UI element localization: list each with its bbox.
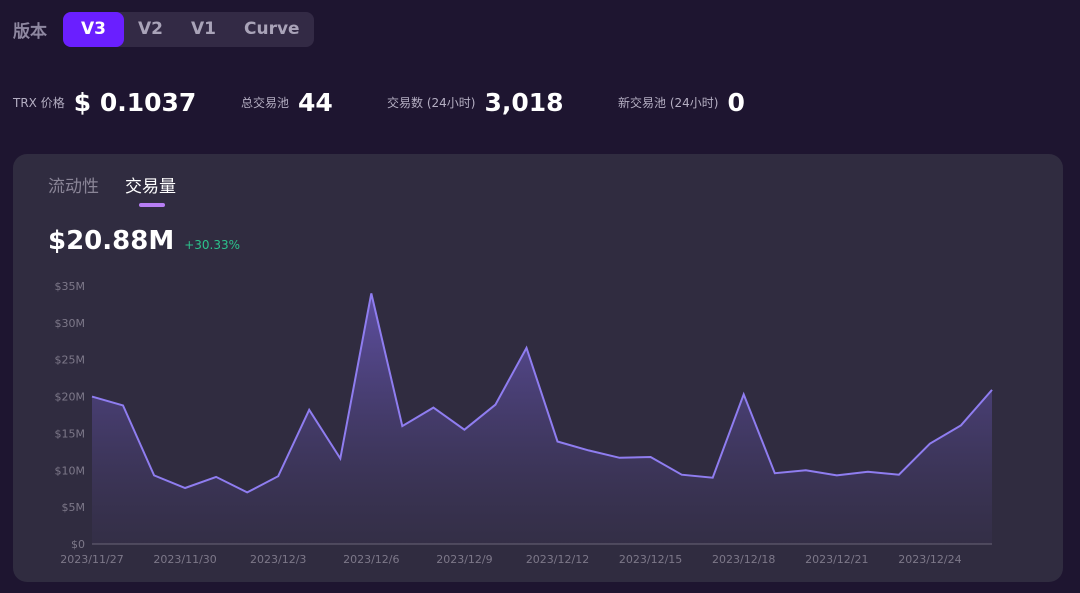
x-tick-label: 2023/12/6 bbox=[343, 553, 399, 566]
stat-label: 交易数 (24小时) bbox=[387, 95, 476, 110]
stat-value: $ 0.1037 bbox=[73, 87, 197, 117]
tab-v1[interactable]: V1 bbox=[191, 19, 216, 39]
data-point-2023/12/2[interactable] bbox=[244, 489, 250, 495]
stat-value: 0 bbox=[727, 87, 745, 117]
version-tabs: V3 V2 V1 Curve bbox=[63, 12, 314, 47]
data-point-2023/12/26[interactable] bbox=[989, 387, 995, 393]
tab-volume[interactable]: 交易量 bbox=[125, 172, 176, 207]
y-tick-label: $5M bbox=[62, 501, 86, 514]
headline-value: $20.88M bbox=[48, 226, 175, 256]
data-point-2023/11/28[interactable] bbox=[120, 402, 126, 408]
version-label: 版本 bbox=[13, 22, 47, 42]
data-point-2023/12/12[interactable] bbox=[555, 439, 561, 445]
data-point-2023/12/13[interactable] bbox=[586, 447, 592, 453]
stat-value: 44 bbox=[298, 87, 333, 117]
chart-card: 流动性 交易量 $20.88M +30.33% $0 $5M $10M $15M $20… bbox=[13, 154, 1063, 582]
y-tick-label: $0 bbox=[71, 538, 85, 551]
stat-trx-price: TRX 价格 $ 0.1037 bbox=[13, 84, 196, 120]
data-point-2023/11/29[interactable] bbox=[151, 472, 157, 478]
data-point-2023/12/22[interactable] bbox=[865, 469, 871, 475]
y-tick-label: $10M bbox=[55, 464, 86, 477]
x-tick-label: 2023/12/9 bbox=[436, 553, 492, 566]
volume-chart: $0 $5M $10M $15M $20M $25M $30M $35M 2023/11/27… bbox=[55, 280, 995, 566]
data-point-2023/12/20[interactable] bbox=[803, 467, 809, 473]
data-point-2023/12/3[interactable] bbox=[275, 473, 281, 479]
data-point-2023/12/7[interactable] bbox=[399, 423, 405, 429]
data-point-2023/12/23[interactable] bbox=[896, 472, 902, 478]
data-point-2023/12/16[interactable] bbox=[679, 472, 685, 478]
x-tick-label: 2023/12/3 bbox=[250, 553, 306, 566]
stat-transactions-24h: 交易数 (24小时) 3,018 bbox=[387, 84, 564, 120]
series-line bbox=[91, 293, 993, 494]
tab-curve[interactable]: Curve bbox=[244, 19, 300, 39]
series-area bbox=[92, 293, 992, 544]
y-tick-label: $20M bbox=[55, 391, 86, 404]
x-tick-label: 2023/11/27 bbox=[60, 553, 123, 566]
data-point-2023/12/5[interactable] bbox=[337, 455, 343, 461]
data-point-2023/12/9[interactable] bbox=[461, 427, 467, 433]
stat-total-pools: 总交易池 44 bbox=[241, 84, 333, 120]
tab-liquidity-label: 流动性 bbox=[48, 177, 99, 197]
version-selector: 版本 V3 V2 V1 Curve bbox=[13, 12, 314, 47]
data-point-2023/12/14[interactable] bbox=[617, 455, 623, 461]
data-point-2023/12/24[interactable] bbox=[927, 441, 933, 447]
data-point-2023/12/1[interactable] bbox=[213, 474, 219, 480]
stat-value: 3,018 bbox=[484, 87, 564, 117]
data-point-2023/12/11[interactable] bbox=[523, 345, 529, 351]
data-point-2023/12/10[interactable] bbox=[492, 402, 498, 408]
data-point-2023/11/30[interactable] bbox=[182, 485, 188, 491]
metric-tabs: 流动性 交易量 bbox=[48, 172, 202, 207]
tab-volume-label: 交易量 bbox=[125, 177, 176, 197]
y-tick-label: $30M bbox=[55, 317, 86, 330]
data-point-2023/12/25[interactable] bbox=[958, 422, 964, 428]
stat-label: 新交易池 (24小时) bbox=[618, 95, 719, 110]
data-point-2023/12/6[interactable] bbox=[368, 290, 374, 296]
x-tick-label: 2023/12/15 bbox=[619, 553, 682, 566]
y-tick-label: $25M bbox=[55, 354, 86, 367]
data-point-2023/12/21[interactable] bbox=[834, 472, 840, 478]
stat-new-pools-24h: 新交易池 (24小时) 0 bbox=[618, 84, 745, 120]
headline: $20.88M +30.33% bbox=[48, 226, 240, 256]
data-point-2023/12/4[interactable] bbox=[306, 407, 312, 413]
y-tick-label: $35M bbox=[55, 280, 86, 293]
data-point-2023/12/17[interactable] bbox=[710, 475, 716, 481]
active-tab-indicator bbox=[139, 203, 165, 207]
x-tick-label: 2023/12/12 bbox=[526, 553, 589, 566]
x-tick-label: 2023/11/30 bbox=[153, 553, 216, 566]
x-tick-label: 2023/12/21 bbox=[805, 553, 868, 566]
x-tick-label: 2023/12/18 bbox=[712, 553, 775, 566]
data-point-2023/12/15[interactable] bbox=[648, 454, 654, 460]
data-point-2023/11/27[interactable] bbox=[89, 394, 95, 400]
stat-label: TRX 价格 bbox=[13, 95, 65, 110]
headline-change: +30.33% bbox=[184, 238, 241, 252]
data-point-2023/12/18[interactable] bbox=[741, 391, 747, 397]
tab-v2[interactable]: V2 bbox=[138, 19, 163, 39]
y-tick-label: $15M bbox=[55, 427, 86, 440]
x-tick-label: 2023/12/24 bbox=[898, 553, 961, 566]
data-point-2023/12/8[interactable] bbox=[430, 405, 436, 411]
tab-liquidity[interactable]: 流动性 bbox=[48, 172, 99, 207]
stat-label: 总交易池 bbox=[241, 95, 290, 110]
tab-v3[interactable]: V3 bbox=[63, 12, 124, 47]
data-point-2023/12/19[interactable] bbox=[772, 470, 778, 476]
